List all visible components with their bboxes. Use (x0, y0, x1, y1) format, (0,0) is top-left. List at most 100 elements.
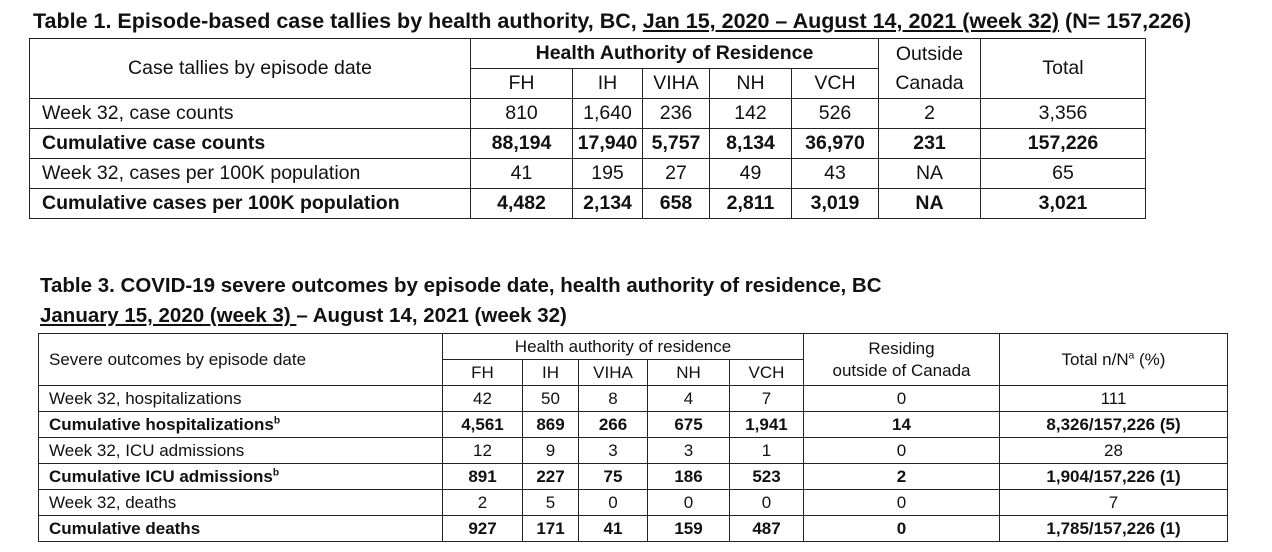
cell: 8,134 (709, 128, 792, 159)
table-row: Week 32, case counts 810 1,640 236 142 5… (29, 98, 1146, 129)
table3-authority-row: FH IH VIHA NH VCH (39, 359, 1228, 386)
cell: 42 (442, 385, 523, 412)
row-label: Cumulative hospitalizationsb (38, 411, 443, 438)
cell: 8 (578, 385, 648, 412)
table-row: Week 32, ICU admissions 12 9 3 3 1 0 28 (38, 437, 1228, 464)
cell: 75 (578, 463, 648, 490)
cell: 3,021 (980, 188, 1146, 219)
cell: 17,940 (572, 128, 643, 159)
table3-residing-header-line1: Residing (868, 339, 935, 359)
cell: 0 (803, 489, 1000, 516)
table3-subtitle: January 15, 2020 (week 3) – August 14, 2… (40, 304, 567, 327)
table-row: Week 32, hospitalizations 42 50 8 4 7 0 … (38, 385, 1228, 412)
cell: 49 (709, 158, 792, 189)
row-label: Cumulative deaths (38, 515, 443, 542)
cell: 266 (578, 411, 648, 438)
cell: 1 (729, 437, 804, 464)
footnote-marker: b (272, 466, 280, 478)
cell: 810 (470, 98, 573, 129)
row-label-text: Week 32, hospitalizations (49, 388, 242, 408)
row-label-text: Cumulative hospitalizations (49, 414, 274, 434)
cell: 43 (791, 158, 879, 189)
cell: 2 (442, 489, 523, 516)
table3-total-header-text: Total n/N (1061, 349, 1129, 369)
row-label-text: Week 32, ICU admissions (49, 440, 245, 460)
table3-title-range-end: – August 14, 2021 (week 32) (296, 304, 567, 327)
cell: 4 (647, 385, 730, 412)
cell: 0 (729, 489, 804, 516)
cell: 88,194 (470, 128, 573, 159)
cell: 0 (803, 515, 1000, 542)
cell: 14 (803, 411, 1000, 438)
row-label-text: Cumulative ICU admissions (49, 466, 273, 486)
cell: 142 (709, 98, 792, 129)
table1-row-header: Case tallies by episode date (29, 38, 471, 99)
cell: 1,904/157,226 (1) (999, 463, 1228, 490)
table3-total-header: Total n/Na (%) (999, 333, 1228, 386)
row-label: Week 32, cases per 100K population (29, 158, 471, 189)
row-label-text: Cumulative deaths (49, 518, 201, 538)
cell: 227 (522, 463, 579, 490)
table-row: Cumulative deaths 927 171 41 159 487 0 1… (38, 515, 1228, 542)
row-label: Cumulative case counts (29, 128, 471, 159)
table-row: Cumulative cases per 100K population 4,4… (29, 188, 1146, 219)
table1-group-header: Health Authority of Residence (470, 38, 879, 69)
cell: 0 (803, 385, 1000, 412)
cell: 171 (522, 515, 579, 542)
footnote-marker: b (273, 414, 281, 426)
table3-authority-header: NH (647, 359, 730, 386)
table1-title-prefix: Table 1. Episode-based case tallies by h… (33, 9, 643, 33)
table1-outside-header-line1: Outside (895, 43, 964, 66)
table1-outside-header: Outside Canada (878, 38, 981, 99)
row-label: Cumulative ICU admissionsb (38, 463, 443, 490)
table3-residing-header: Residing outside of Canada (803, 333, 1000, 386)
table3-row-header: Severe outcomes by episode date (38, 333, 443, 386)
row-label: Week 32, ICU admissions (38, 437, 443, 464)
cell: 3 (578, 437, 648, 464)
table1-authority-header: VCH (791, 68, 879, 99)
table3-authority-header: IH (522, 359, 579, 386)
table3-group-header: Health authority of residence (442, 333, 804, 360)
table-row: Cumulative ICU admissionsb 891 227 75 18… (38, 463, 1228, 490)
cell: 41 (578, 515, 648, 542)
cell: 4,561 (442, 411, 523, 438)
table-row: Week 32, deaths 2 5 0 0 0 0 7 (38, 489, 1228, 516)
table1-authority-row: FH IH VIHA NH VCH (30, 68, 1146, 99)
table-row: Week 32, cases per 100K population 41 19… (29, 158, 1146, 189)
row-label: Week 32, deaths (38, 489, 443, 516)
cell: 1,640 (572, 98, 643, 129)
cell: 111 (999, 385, 1228, 412)
table1-authority-header: FH (470, 68, 573, 99)
table3-title-range-start: January 15, 2020 (week 3) (40, 304, 297, 327)
cell: 7 (729, 385, 804, 412)
cell: 7 (999, 489, 1228, 516)
cell: 159 (647, 515, 730, 542)
cell: 869 (522, 411, 579, 438)
cell: 0 (803, 437, 1000, 464)
cell: 0 (578, 489, 648, 516)
cell: 3,356 (980, 98, 1146, 129)
cell: 4,482 (470, 188, 573, 219)
cell: 5 (522, 489, 579, 516)
table1: Case tallies by episode date Health Auth… (29, 38, 1146, 219)
cell: 526 (791, 98, 879, 129)
table1-total-header: Total (980, 38, 1146, 99)
cell: 236 (642, 98, 710, 129)
cell: 927 (442, 515, 523, 542)
table1-authority-header: VIHA (642, 68, 710, 99)
table1-title: Table 1. Episode-based case tallies by h… (33, 9, 1191, 33)
table1-title-range: Jan 15, 2020 – August 14, 2021 (week 32) (642, 9, 1060, 33)
cell: 3,019 (791, 188, 879, 219)
cell: 27 (642, 158, 710, 189)
cell: 0 (647, 489, 730, 516)
footnote-marker: a (1128, 349, 1135, 361)
cell: 12 (442, 437, 523, 464)
cell: 50 (522, 385, 579, 412)
cell: 658 (642, 188, 710, 219)
cell: 487 (729, 515, 804, 542)
cell: 41 (470, 158, 573, 189)
cell: 2,811 (709, 188, 792, 219)
row-label: Cumulative cases per 100K population (29, 188, 471, 219)
table3: Severe outcomes by episode date Health a… (38, 333, 1228, 542)
cell: 1,785/157,226 (1) (999, 515, 1228, 542)
